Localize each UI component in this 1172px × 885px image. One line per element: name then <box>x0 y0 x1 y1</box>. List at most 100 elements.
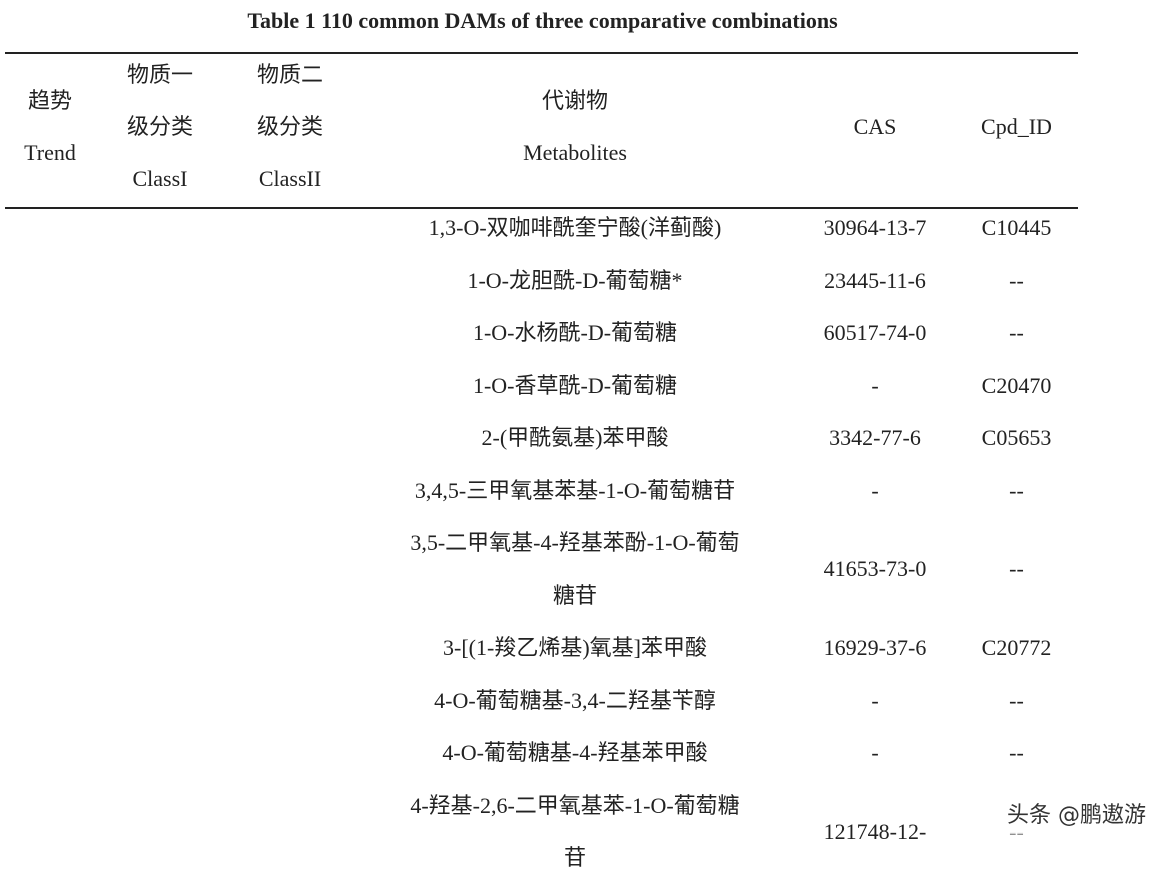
empty-cell <box>225 202 355 255</box>
table-cell: 1-O-香草酰-D-葡萄糖 <box>472 372 678 398</box>
empty-cell <box>225 465 355 518</box>
empty-cell <box>5 202 95 255</box>
header-cell: 物质一级分类 ClassI <box>95 46 225 208</box>
empty-cell <box>225 255 355 308</box>
empty-cell <box>95 517 225 622</box>
empty-cell <box>225 412 355 465</box>
table-cell: 1-O-龙胆酰-D-葡萄糖* <box>467 267 683 293</box>
table-cell: -- <box>1009 477 1024 503</box>
table-cell: - <box>871 477 879 503</box>
empty-cell <box>5 255 95 308</box>
empty-cell <box>225 360 355 413</box>
table-row: 1-O-香草酰-D-葡萄糖 - C20470 <box>5 360 1078 413</box>
page: Table 1 110 common DAMs of three compara… <box>5 8 1150 870</box>
table-cell: 3,5-二甲氧基-4-羟基苯酚-1-O-葡萄 糖苷 <box>355 517 795 622</box>
empty-cell <box>5 727 95 780</box>
table-cell: -- <box>1009 687 1024 713</box>
empty-cell <box>95 727 225 780</box>
table-cell: 4-羟基-2,6-二甲氧基苯-1-O-葡萄糖苷 <box>355 780 795 885</box>
cell-line: 糖苷 <box>552 582 597 608</box>
cell-line: Cpd_ID <box>981 114 1052 139</box>
header-cell: Cpd_ID <box>955 46 1078 208</box>
empty-cell <box>225 622 355 675</box>
table-cell: 23445-11-6 <box>824 267 926 293</box>
table-body: 1,3-O-双咖啡酰奎宁酸(洋蓟酸) 30964-13-7 C10445 1-O-龙胆… <box>5 202 1078 885</box>
table-cell: 4-O-葡萄糖基-3,4-二羟基苄醇 <box>434 687 716 713</box>
header-cell: 物质二级分类 ClassII <box>225 46 355 208</box>
table-cell: - <box>871 740 879 765</box>
empty-cell <box>95 202 225 255</box>
empty-cell <box>225 517 355 622</box>
top-rule <box>5 52 1078 54</box>
header-rule <box>5 207 1078 209</box>
cell-line: 趋势 <box>27 88 72 113</box>
table-row: 2-(甲酰氨基)苯甲酸 3342-77-6 C05653 <box>5 412 1078 465</box>
header-cell: CAS <box>795 46 955 208</box>
empty-cell <box>5 307 95 360</box>
table-cell: C05653 <box>981 425 1052 450</box>
header-cell: 趋势 Trend <box>5 46 95 208</box>
cell-line: ClassI <box>132 166 188 191</box>
table-row: 1,3-O-双咖啡酰奎宁酸(洋蓟酸) 30964-13-7 C10445 <box>5 202 1078 255</box>
table-cell: C20470 <box>981 372 1052 398</box>
cell-line: ClassII <box>258 166 322 191</box>
empty-cell <box>95 255 225 308</box>
table-cell: - <box>871 372 879 398</box>
table-row: 3-[(1-羧乙烯基)氧基]苯甲酸 16929-37-6 C20772 <box>5 622 1078 675</box>
cell-line: 级分类 <box>126 114 193 139</box>
cell-line: 级分类 <box>256 114 323 139</box>
empty-cell <box>5 622 95 675</box>
table-cell: C10445 <box>981 215 1052 240</box>
empty-cell <box>95 465 225 518</box>
empty-cell <box>225 675 355 728</box>
table-cell: 121748-12- <box>823 818 927 844</box>
header-row: 趋势 Trend 物质一级分类 ClassI 物质二级分类 ClassII 代谢物 Metab… <box>5 46 1078 208</box>
table-cell: 3342-77-6 <box>829 425 921 450</box>
cell-line: Trend <box>24 140 76 165</box>
table-row: 4-O-葡萄糖基-3,4-二羟基苄醇 - -- <box>5 675 1078 728</box>
cell-line: 代谢物 <box>541 88 608 113</box>
cell-line: Metabolites <box>523 140 627 165</box>
table-cell: 2-(甲酰氨基)苯甲酸 <box>481 425 669 450</box>
cell-line: 4-羟基-2,6-二甲氧基苯-1-O-葡萄糖 <box>410 792 740 818</box>
empty-cell <box>225 307 355 360</box>
table-title: Table 1 110 common DAMs of three compara… <box>247 8 838 33</box>
empty-cell <box>95 360 225 413</box>
empty-cell <box>5 780 95 885</box>
table-cell: -- <box>1009 267 1024 293</box>
empty-cell <box>5 465 95 518</box>
cell-line: 物质二 <box>256 62 323 87</box>
header-cell: 代谢物 Metabolites <box>355 46 795 208</box>
empty-cell <box>95 412 225 465</box>
table-cell: 16929-37-6 <box>823 635 927 660</box>
cell-line: 3,5-二甲氧基-4-羟基苯酚-1-O-葡萄 <box>410 530 740 555</box>
empty-cell <box>5 517 95 622</box>
empty-cell <box>95 780 225 885</box>
table-cell: -- <box>1009 740 1024 765</box>
watermark: 头条 @鹏遨游 <box>1003 798 1150 834</box>
cell-line: 苷 <box>563 845 586 870</box>
cell-line: CAS <box>853 114 897 139</box>
table-header: 趋势 Trend 物质一级分类 ClassI 物质二级分类 ClassII 代谢物 Metab… <box>5 46 1078 208</box>
table-row: 3,5-二甲氧基-4-羟基苯酚-1-O-葡萄 糖苷 41653-73-0 -- <box>5 517 1078 622</box>
table-cell: 4-O-葡萄糖基-4-羟基苯甲酸 <box>442 740 708 765</box>
table-cell: 3-[(1-羧乙烯基)氧基]苯甲酸 <box>443 635 707 660</box>
table-cell: C20772 <box>981 635 1052 660</box>
empty-cell <box>95 307 225 360</box>
table-row: 1-O-龙胆酰-D-葡萄糖* 23445-11-6 -- <box>5 255 1078 308</box>
table-row: 3,4,5-三甲氧基苯基-1-O-葡萄糖苷 - -- <box>5 465 1078 518</box>
table-cell: 1,3-O-双咖啡酰奎宁酸(洋蓟酸) <box>428 215 722 240</box>
empty-cell <box>5 675 95 728</box>
table-cell: - <box>871 687 879 713</box>
table-row: 4-O-葡萄糖基-4-羟基苯甲酸 - -- <box>5 727 1078 780</box>
empty-cell <box>95 622 225 675</box>
empty-cell <box>5 412 95 465</box>
table-cell: 1-O-水杨酰-D-葡萄糖 <box>472 320 678 345</box>
empty-cell <box>95 675 225 728</box>
table-cell: 41653-73-0 <box>823 556 927 582</box>
cell-line: 物质一 <box>126 62 193 87</box>
empty-cell <box>225 780 355 885</box>
table-cell: 30964-13-7 <box>823 215 927 240</box>
table-cell: -- <box>1009 556 1024 582</box>
